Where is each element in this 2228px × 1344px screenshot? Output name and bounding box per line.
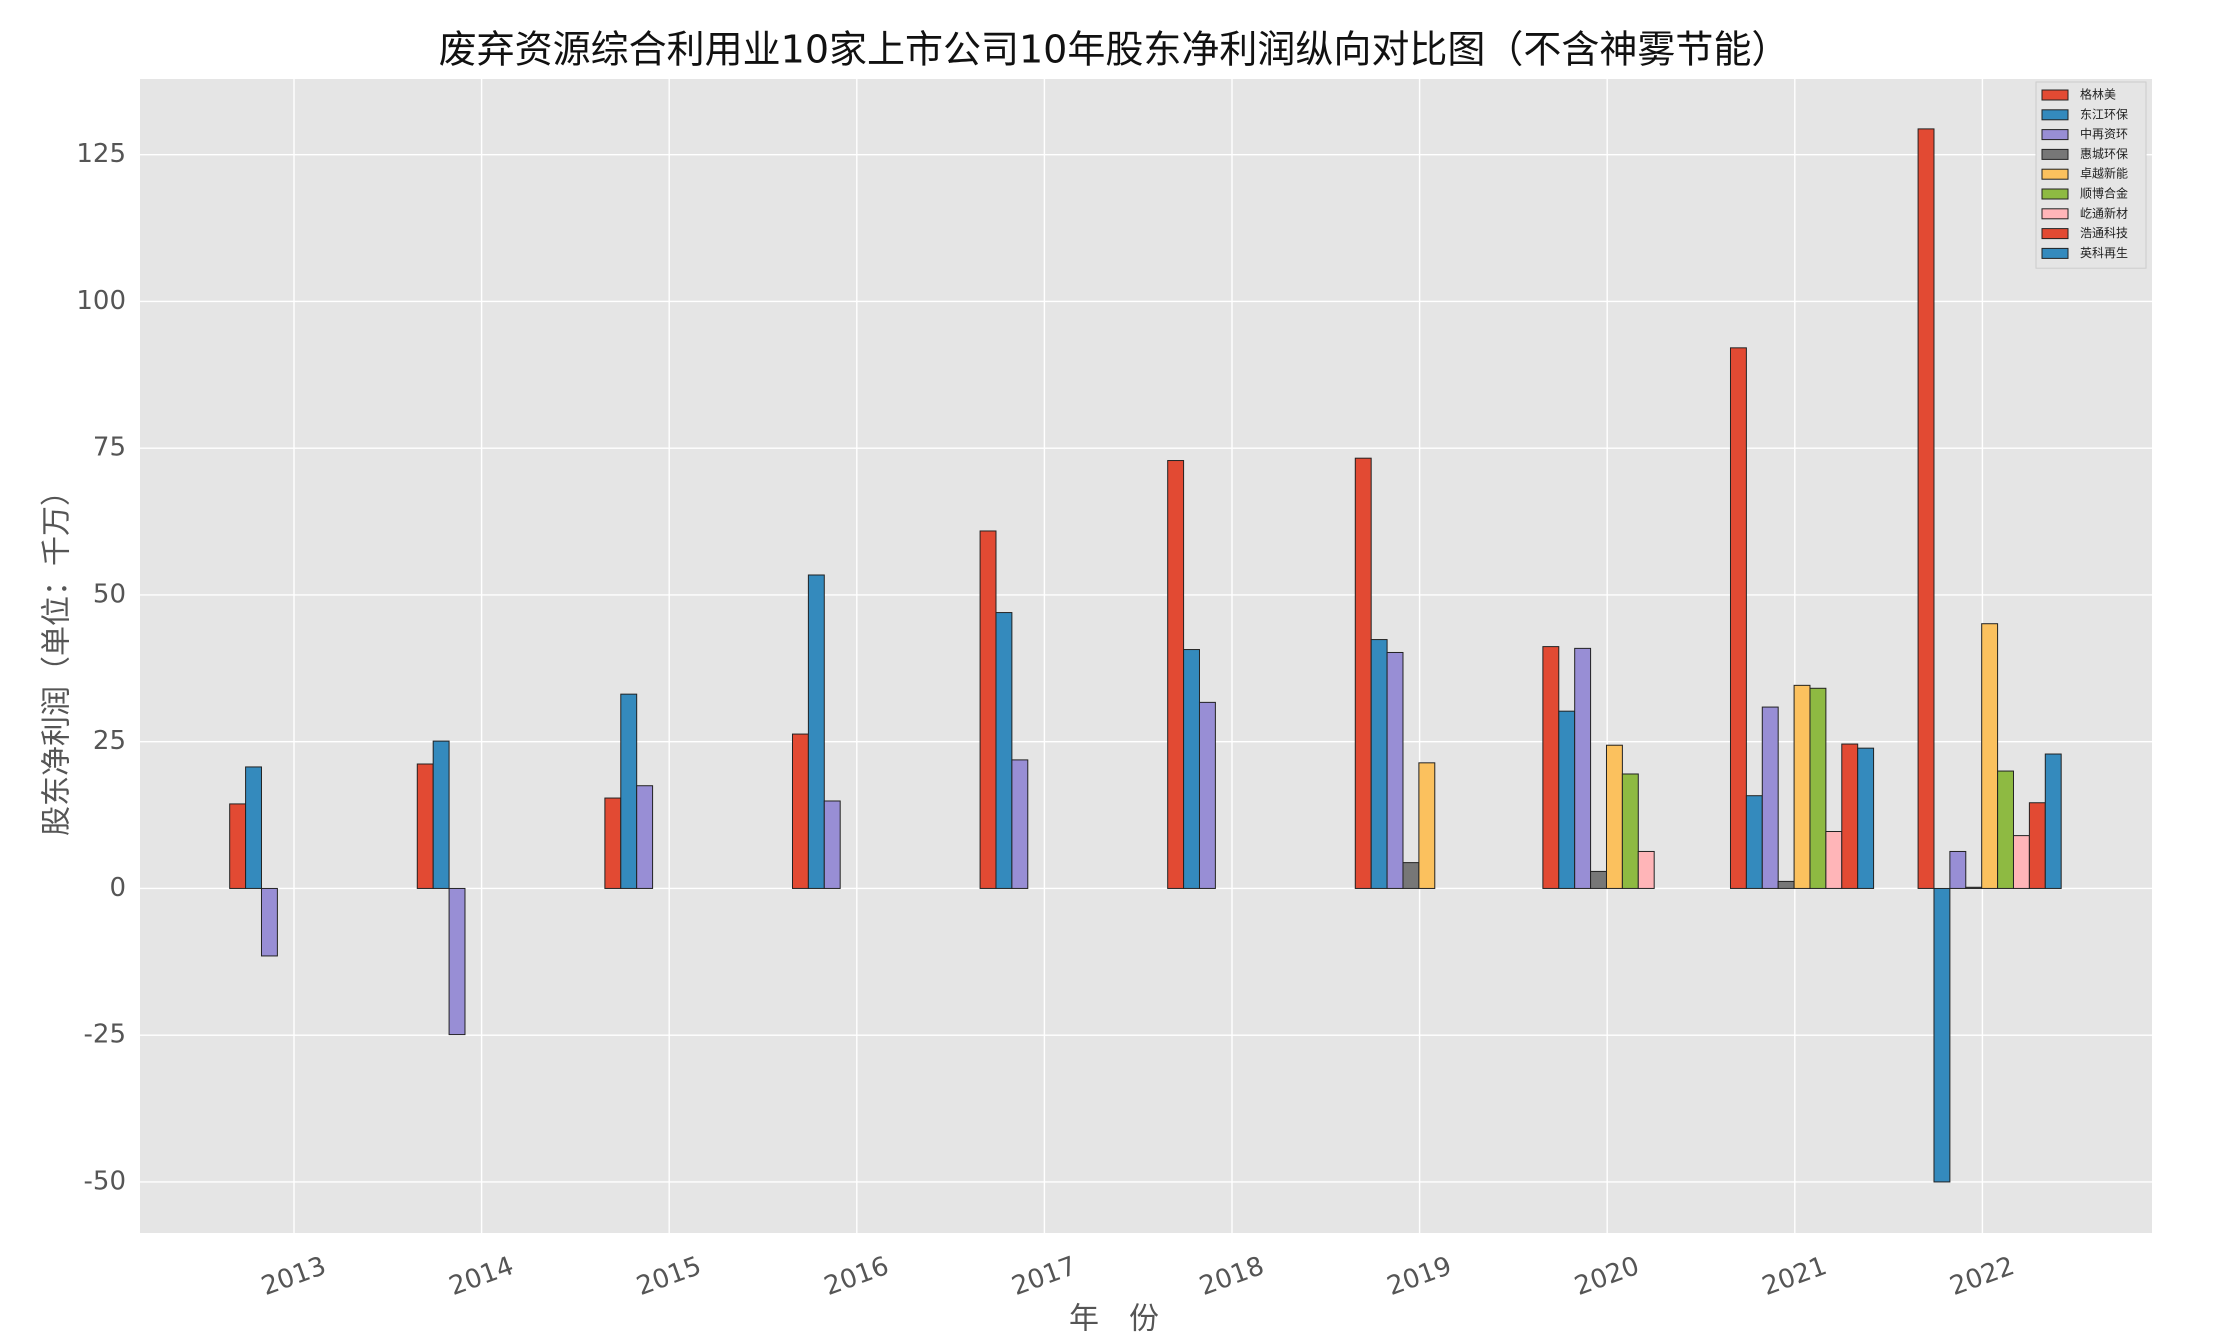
- bar: [1793, 684, 1811, 889]
- bar: [432, 740, 450, 889]
- legend-swatch: [2041, 109, 2069, 121]
- y-tick-label: 50: [93, 579, 126, 609]
- bar: [1590, 870, 1607, 889]
- bar: [1418, 762, 1436, 889]
- y-tick-label: -25: [84, 1020, 126, 1050]
- bar: [1965, 886, 1983, 889]
- bar: [1167, 460, 1185, 889]
- bar: [416, 763, 434, 889]
- legend-swatch: [2041, 148, 2069, 160]
- legend-label: 格林美: [2080, 87, 2116, 102]
- x-axis-label: 年 份: [1069, 1302, 1159, 1337]
- bar: [604, 797, 622, 889]
- bar: [1825, 831, 1843, 889]
- plot-area: [140, 79, 2152, 1233]
- bar: [1183, 649, 1200, 889]
- y-tick-label: 125: [76, 139, 126, 169]
- bar: [1857, 747, 1875, 889]
- bar: [636, 785, 654, 889]
- bar: [791, 733, 809, 889]
- bar: [1809, 687, 1827, 889]
- legend-swatch: [2041, 247, 2069, 259]
- legend-label: 英科再生: [2080, 246, 2128, 260]
- chart-title: 废弃资源综合利用业10家上市公司10年股东净利润纵向对比图（不含神雾节能）: [439, 28, 1790, 72]
- bar: [2028, 802, 2046, 889]
- y-tick-label: 25: [93, 726, 126, 756]
- legend-label: 东江环保: [2080, 107, 2128, 121]
- x-tick-label: 2016: [820, 1251, 892, 1302]
- legend-swatch: [2041, 228, 2069, 240]
- x-tick-label: 2020: [1571, 1251, 1643, 1302]
- bar: [1761, 706, 1779, 889]
- bar: [823, 800, 841, 889]
- bar: [1370, 639, 1388, 889]
- bar: [1777, 880, 1795, 889]
- bar: [229, 803, 247, 889]
- bar: [448, 887, 466, 1036]
- bar: [1933, 887, 1951, 1183]
- bar: [1542, 646, 1560, 889]
- bar: [995, 612, 1013, 889]
- bar: [1621, 773, 1639, 889]
- legend-label: 卓越新能: [2080, 166, 2128, 181]
- bar: [1198, 701, 1216, 889]
- x-tick-label: 2021: [1758, 1251, 1830, 1302]
- x-tick-label: 2019: [1383, 1251, 1455, 1302]
- legend-swatch: [2041, 89, 2069, 101]
- bar: [1917, 128, 1935, 889]
- legend-swatch: [2041, 168, 2069, 180]
- bar: [1386, 651, 1404, 889]
- bar: [1574, 647, 1592, 889]
- bar: [1637, 850, 1655, 889]
- legend-swatch: [2041, 129, 2069, 141]
- x-tick-label: 2013: [258, 1251, 330, 1302]
- legend-label: 惠城环保: [2080, 147, 2128, 161]
- bar: [1841, 743, 1859, 889]
- bar: [1729, 347, 1747, 889]
- y-tick-label: -50: [84, 1166, 126, 1196]
- bar: [979, 530, 997, 889]
- x-tick-label: 2015: [633, 1251, 705, 1302]
- bar: [1402, 862, 1420, 889]
- y-axis-label: 股东净利润（单位：千万）: [40, 476, 75, 836]
- y-tick-label: 75: [93, 433, 126, 463]
- y-tick-label: 0: [109, 873, 126, 903]
- bar: [2012, 835, 2030, 889]
- bar: [807, 574, 825, 889]
- x-tick-label: 2018: [1196, 1251, 1268, 1302]
- bar: [2044, 753, 2062, 889]
- legend-swatch: [2041, 188, 2069, 200]
- legend-label: 中再资环: [2080, 126, 2128, 141]
- bar: [620, 693, 638, 889]
- bar: [245, 766, 262, 889]
- bars: [229, 128, 2062, 1183]
- legend-label: 屹通新材: [2080, 205, 2128, 220]
- bar: [1354, 457, 1372, 889]
- bar: [1981, 623, 1999, 889]
- x-tick-label: 2022: [1946, 1251, 2018, 1302]
- bar: [260, 887, 278, 957]
- bar: [1997, 770, 2014, 889]
- legend-label: 浩通科技: [2080, 226, 2128, 240]
- legend-label: 顺博合金: [2080, 186, 2128, 201]
- bar: [1558, 710, 1576, 889]
- bar: [1605, 744, 1623, 889]
- y-tick-label: 100: [76, 286, 126, 316]
- bar: [1745, 795, 1763, 889]
- x-tick-label: 2014: [445, 1251, 517, 1302]
- x-tick-label: 2017: [1008, 1251, 1080, 1302]
- bar: [1949, 850, 1967, 889]
- legend-swatch: [2041, 208, 2069, 220]
- bar: [1011, 759, 1029, 889]
